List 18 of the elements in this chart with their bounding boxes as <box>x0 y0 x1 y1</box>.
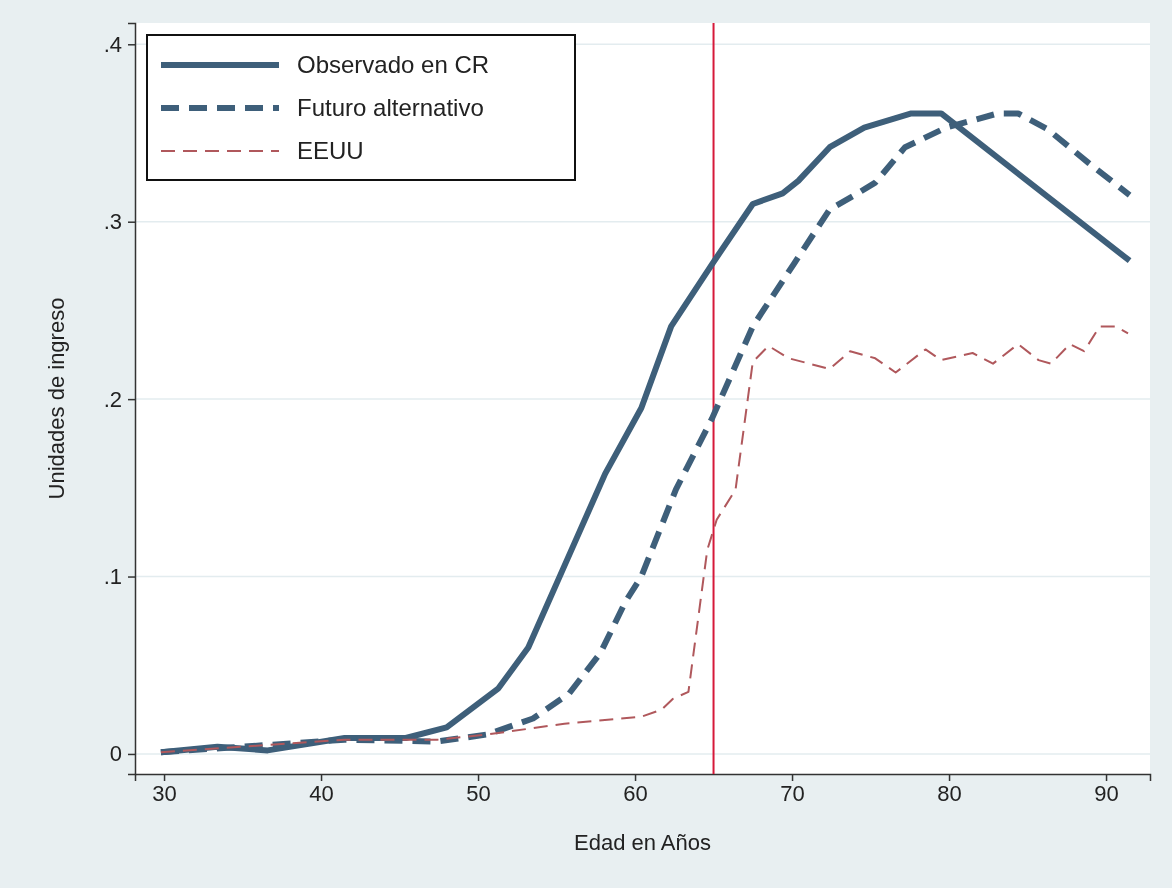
x-tick-label: 80 <box>937 780 962 806</box>
y-axis-title: Unidades de ingreso <box>44 297 69 500</box>
y-tick-label: .1 <box>103 564 122 590</box>
x-tick-label: 30 <box>152 780 177 806</box>
legend-label: EEUU <box>297 137 364 164</box>
y-tick-label: .3 <box>103 209 122 235</box>
x-tick-label: 50 <box>466 780 491 806</box>
y-tick-label: .2 <box>103 386 122 412</box>
line-series <box>159 325 1130 754</box>
x-tick-label: 60 <box>623 780 648 806</box>
x-tick-label: 90 <box>1094 780 1119 806</box>
x-tick-label: 70 <box>780 780 805 806</box>
x-tick-label: 40 <box>309 780 334 806</box>
x-axis-title: Edad en Años <box>573 830 712 855</box>
y-tick-label: 0 <box>109 741 122 767</box>
y-tick-label: .4 <box>103 31 122 57</box>
legend-label: Futuro alternativo <box>297 94 484 121</box>
legend-label: Observado en CR <box>297 51 490 78</box>
